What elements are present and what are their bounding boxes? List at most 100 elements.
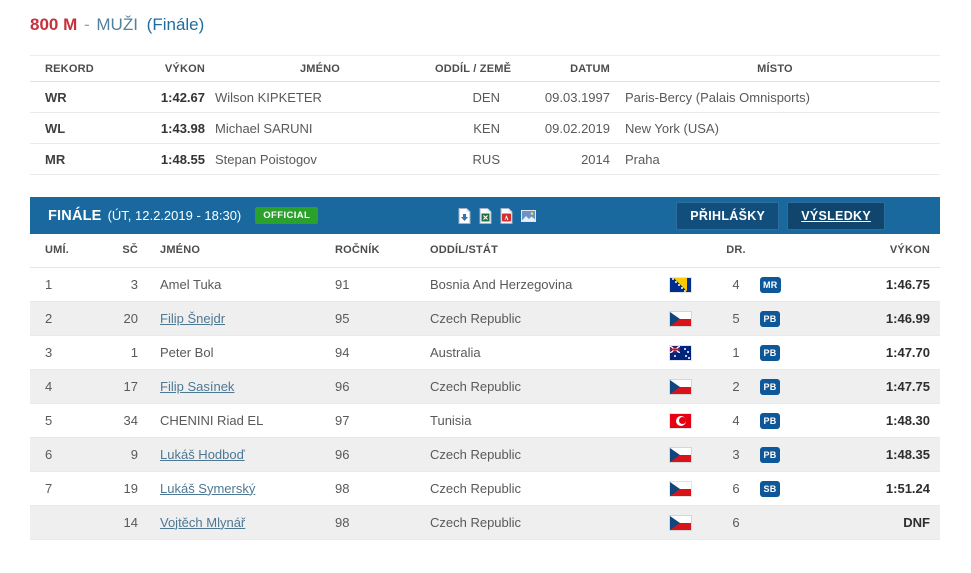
startlist-doc-export-icon[interactable] (458, 207, 471, 224)
pdf-export-icon[interactable] (500, 207, 513, 224)
result-performance: 1:48.30 (885, 412, 930, 428)
result-lane: 6 (732, 480, 740, 496)
official-status-badge: OFFICIAL (255, 207, 319, 224)
result-place: 2 (45, 310, 53, 326)
result-bib: 14 (123, 514, 138, 530)
record-row: MR 1:48.55 Stepan Poistogov RUS 2014 Pra… (30, 144, 940, 175)
result-bib: 34 (123, 412, 138, 428)
result-place: 5 (45, 412, 53, 428)
result-lane: 1 (732, 344, 740, 360)
result-place (30, 505, 100, 539)
records-header-club-country: ODDÍL / ZEMĚ (435, 62, 512, 75)
export-icons-group (458, 207, 537, 224)
result-performance: 1:48.35 (885, 446, 930, 462)
result-lane: 5 (732, 310, 740, 326)
result-birth-year: 94 (335, 344, 350, 360)
record-country: DEN (472, 89, 500, 105)
results-table-body: 1 3 Amel Tuka 91 Bosnia And Herzegovina … (30, 267, 940, 539)
record-badge: MR (760, 276, 781, 293)
country-flag-icon (670, 413, 691, 428)
records-table: REKORD VÝKON JMÉNO ODDÍL / ZEMĚ DATUM MÍ… (30, 55, 940, 175)
country-flag-icon (670, 277, 691, 292)
record-badge: PB (760, 412, 780, 429)
event-category: MUŽI (96, 15, 138, 34)
country-flag-icon (670, 481, 691, 496)
result-bib: 19 (123, 480, 138, 496)
result-country: Czech Republic (430, 514, 522, 530)
records-header-date: DATUM (570, 62, 610, 75)
record-holder-name: Wilson KIPKETER (215, 89, 322, 105)
event-distance: 800 M (30, 15, 78, 34)
result-row: 4 17 Filip Sasínek 96 Czech Republic 2 P… (30, 369, 940, 403)
result-bib: 20 (123, 310, 138, 326)
result-birth-year: 96 (335, 446, 350, 462)
results-header-year: ROČNÍK (335, 244, 380, 257)
athlete-name[interactable]: Filip Šnejdr (160, 310, 226, 326)
country-flag-icon (670, 447, 691, 462)
athlete-name[interactable]: Filip Sasínek (160, 378, 235, 394)
country-flag-icon (670, 311, 691, 326)
country-flag-icon (670, 379, 691, 394)
result-bib: 1 (130, 344, 138, 360)
record-country: RUS (472, 151, 500, 167)
result-performance: 1:47.75 (885, 378, 930, 394)
record-code: WR (45, 89, 67, 105)
record-date: 2014 (581, 151, 610, 167)
athlete-name: Amel Tuka (160, 276, 222, 292)
result-bib: 9 (130, 446, 138, 462)
record-badge: PB (760, 310, 780, 327)
result-place: 4 (45, 378, 53, 394)
result-performance: 1:51.24 (885, 480, 930, 496)
event-bar-buttons: PŘIHLÁŠKY VÝSLEDKY (676, 201, 885, 230)
result-place: 6 (45, 446, 53, 462)
records-header-name: JMÉNO (299, 62, 341, 75)
athlete-name[interactable]: Vojtěch Mlynář (160, 514, 246, 530)
country-flag-icon (670, 345, 691, 360)
result-bib: 3 (130, 276, 138, 292)
record-date: 09.02.2019 (544, 120, 610, 136)
event-round: (Finále) (146, 15, 205, 34)
result-country: Bosnia And Herzegovina (430, 276, 573, 292)
result-country: Czech Republic (430, 378, 522, 394)
results-header-bib: SČ (122, 244, 138, 257)
event-bar-datetime: (ÚT, 12.2.2019 - 18:30) (107, 208, 242, 223)
result-birth-year: 98 (335, 514, 350, 530)
result-lane: 6 (732, 514, 740, 530)
record-row: WR 1:42.67 Wilson KIPKETER DEN 09.03.199… (30, 82, 940, 113)
athlete-name[interactable]: Lukáš Symerský (160, 480, 256, 496)
result-performance: 1:47.70 (885, 344, 930, 360)
record-badge: PB (760, 446, 780, 463)
record-badge: PB (760, 344, 780, 361)
result-lane: 3 (732, 446, 740, 462)
result-country: Czech Republic (430, 310, 522, 326)
result-row: 1 3 Amel Tuka 91 Bosnia And Herzegovina … (30, 267, 940, 301)
record-badge: PB (760, 378, 780, 395)
record-row: WL 1:43.98 Michael SARUNI KEN 09.02.2019… (30, 113, 940, 144)
photo-export-icon[interactable] (521, 209, 537, 222)
record-code: WL (45, 120, 66, 136)
result-row: 7 19 Lukáš Symerský 98 Czech Republic 6 … (30, 471, 940, 505)
result-lane: 4 (732, 276, 740, 292)
results-button[interactable]: VÝSLEDKY (787, 201, 885, 230)
record-location: Praha (625, 151, 660, 167)
record-country: KEN (473, 120, 500, 136)
result-birth-year: 95 (335, 310, 350, 326)
results-header-club-country: ODDÍL/STÁT (430, 244, 498, 257)
athlete-name: CHENINI Riad EL (160, 412, 264, 428)
record-date: 09.03.1997 (544, 89, 610, 105)
results-table: UMÍ. SČ JMÉNO ROČNÍK ODDÍL/STÁT DR. VÝKO… (30, 234, 940, 540)
results-header-name: JMÉNO (160, 244, 201, 257)
record-holder-name: Michael SARUNI (215, 120, 313, 136)
result-place: 7 (45, 480, 53, 496)
result-row: 14 Vojtěch Mlynář 98 Czech Republic 6 DN… (30, 505, 940, 539)
entries-button[interactable]: PŘIHLÁŠKY (676, 201, 780, 230)
results-page: 800 M - MUŽI (Finále) REKORD VÝKON JMÉNO… (30, 0, 940, 540)
page-title: 800 M - MUŽI (Finále) (30, 0, 940, 35)
record-performance: 1:48.55 (160, 151, 205, 167)
record-holder-name: Stepan Poistogov (215, 151, 317, 167)
excel-export-icon[interactable] (479, 207, 492, 224)
result-row: 5 34 CHENINI Riad EL 97 Tunisia 4 PB 1:4… (30, 403, 940, 437)
athlete-name[interactable]: Lukáš Hodboď (160, 446, 245, 462)
record-location: New York (USA) (625, 120, 719, 136)
results-header-badge-spacer (760, 234, 810, 267)
